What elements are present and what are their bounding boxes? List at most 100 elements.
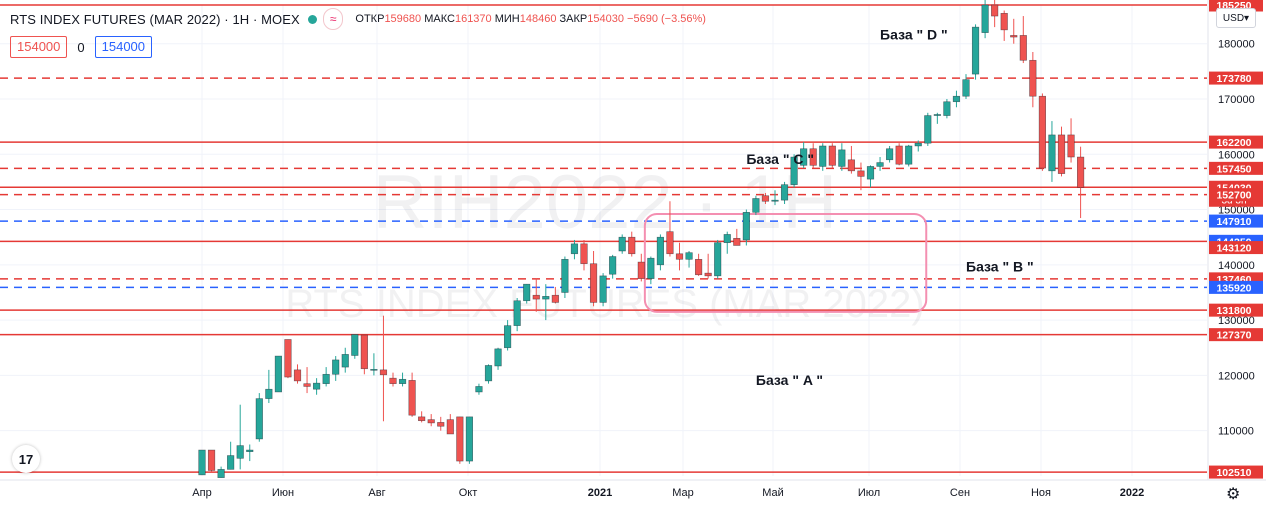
candle[interactable] [656,234,664,271]
candle[interactable] [1000,10,1008,41]
candle[interactable] [618,234,626,254]
candle[interactable] [924,112,932,146]
candle[interactable] [408,372,416,417]
candle[interactable] [217,466,225,478]
candle[interactable] [293,364,302,384]
candle[interactable] [523,283,531,304]
candle[interactable] [284,339,292,379]
candle[interactable] [456,416,464,464]
candle[interactable] [1067,118,1075,163]
candle[interactable] [418,411,426,423]
level-price-tag[interactable] [1209,161,1263,175]
candle[interactable] [943,98,951,119]
level-price-tag[interactable] [1209,465,1263,479]
candle[interactable] [857,162,865,191]
tradingview-logo-icon[interactable]: 17 [12,445,40,473]
level-price-tag[interactable] [1209,328,1263,342]
candle[interactable] [236,404,244,470]
candle[interactable] [446,414,454,435]
candle[interactable] [494,347,502,370]
candle[interactable] [847,145,855,174]
level-price-tag[interactable] [1209,303,1263,317]
candle[interactable] [570,239,579,260]
candle[interactable] [828,143,836,169]
candle[interactable] [312,378,321,395]
candle[interactable] [742,209,750,246]
candle[interactable] [398,372,407,387]
candle[interactable] [1077,146,1085,219]
candle[interactable] [198,449,206,476]
symbol-title[interactable]: RTS INDEX FUTURES (MAR 2022) · 1H · MOEX [10,11,300,27]
candle[interactable] [685,251,693,268]
candle[interactable] [704,253,712,279]
candle[interactable] [637,253,645,282]
candle[interactable] [1019,16,1027,64]
sell-button[interactable]: 154000 [10,36,68,58]
candle[interactable] [341,347,349,373]
candle[interactable] [991,0,999,28]
candle[interactable] [561,256,569,298]
candle[interactable] [370,353,378,376]
candle[interactable] [227,441,235,470]
currency-selector[interactable]: USD ▾ [1216,8,1256,28]
candle[interactable] [207,449,216,473]
candle[interactable] [503,320,512,351]
candle[interactable] [332,356,340,381]
level-price-tag[interactable] [1209,214,1263,228]
candle[interactable] [981,0,989,39]
candle[interactable] [589,251,598,307]
candle[interactable] [838,143,846,171]
candle[interactable] [675,242,684,271]
level-price-tag[interactable] [1209,0,1263,12]
candle[interactable] [360,334,368,375]
level-price-tag[interactable] [1209,71,1263,85]
candle[interactable] [599,273,607,307]
candle[interactable] [714,239,722,279]
level-price-tag[interactable] [1209,135,1263,149]
candle[interactable] [580,239,588,271]
candle[interactable] [255,393,263,442]
candle[interactable] [819,143,827,171]
candle[interactable] [933,112,941,124]
candle[interactable] [866,165,875,188]
candle[interactable] [246,444,254,462]
candle[interactable] [628,231,636,257]
candle[interactable] [771,190,779,206]
candle[interactable] [962,74,970,99]
candle[interactable] [876,157,884,171]
candle[interactable] [952,90,961,108]
candle[interactable] [542,284,550,321]
candle[interactable] [513,297,521,332]
candle[interactable] [609,254,617,279]
candle[interactable] [322,367,330,387]
candle[interactable] [666,201,674,257]
candle[interactable] [484,364,493,384]
candle[interactable] [1010,18,1018,44]
gear-icon[interactable]: ⚙ [1226,486,1241,503]
candle[interactable] [905,144,913,167]
candle[interactable] [914,140,922,152]
candle[interactable] [752,195,760,216]
candle[interactable] [723,231,731,254]
candle[interactable] [475,383,483,395]
candle[interactable] [437,416,445,431]
candle[interactable] [895,143,903,166]
candle[interactable] [1057,126,1066,177]
candle[interactable] [427,414,435,427]
level-price-tag[interactable] [1209,241,1263,255]
candle[interactable] [647,256,655,285]
candle[interactable] [809,143,817,169]
candle[interactable] [379,315,388,422]
candle[interactable] [265,369,273,404]
level-price-tag[interactable] [1209,280,1263,294]
candle[interactable] [761,192,770,205]
candle[interactable] [465,416,474,464]
candle[interactable] [351,334,359,359]
candle[interactable] [733,228,741,246]
level-price-tag[interactable] [1209,188,1263,202]
buy-button[interactable]: 154000 [94,36,153,58]
candle[interactable] [694,253,703,276]
candle[interactable] [532,278,540,312]
